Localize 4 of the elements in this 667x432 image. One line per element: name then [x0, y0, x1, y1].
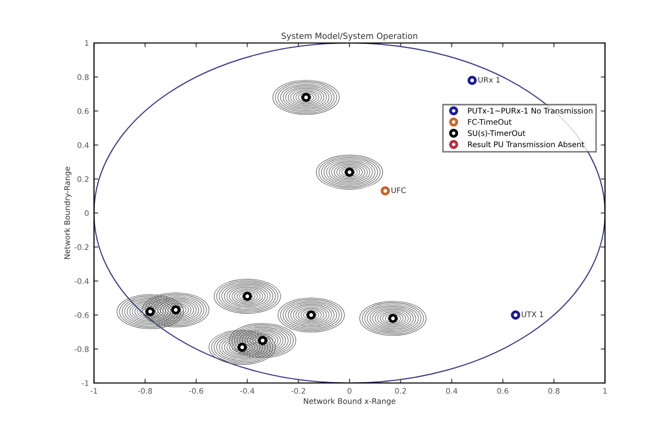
- point: [510, 310, 520, 320]
- point: [380, 186, 390, 196]
- point: [467, 76, 477, 86]
- chart-title: System Model/System Operation: [282, 32, 418, 41]
